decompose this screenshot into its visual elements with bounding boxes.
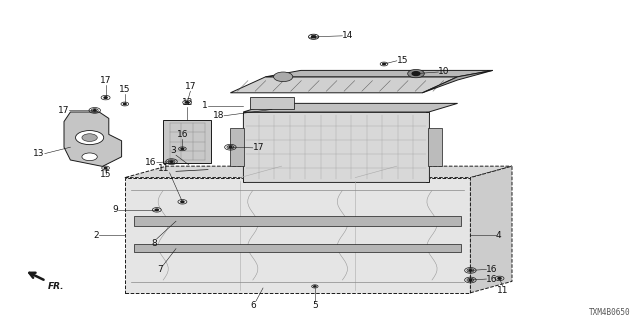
Circle shape — [469, 270, 472, 271]
Circle shape — [104, 97, 107, 98]
Circle shape — [498, 278, 501, 279]
Circle shape — [93, 110, 96, 111]
Text: 16: 16 — [486, 265, 498, 274]
Bar — [428, 128, 442, 166]
Text: 4: 4 — [496, 231, 502, 240]
Polygon shape — [64, 112, 122, 166]
Text: 11: 11 — [497, 286, 508, 295]
Text: 13: 13 — [33, 149, 45, 158]
Polygon shape — [134, 216, 461, 226]
Text: 3: 3 — [170, 146, 176, 155]
Text: 2: 2 — [93, 231, 99, 240]
Text: 15: 15 — [119, 85, 131, 94]
Circle shape — [124, 103, 126, 105]
Circle shape — [82, 134, 97, 141]
Circle shape — [156, 209, 158, 211]
Text: 16: 16 — [177, 130, 188, 139]
Text: 16: 16 — [145, 158, 157, 167]
Circle shape — [314, 286, 316, 287]
Text: 9: 9 — [113, 205, 118, 214]
Circle shape — [170, 161, 173, 162]
Text: 6: 6 — [250, 301, 256, 310]
Circle shape — [186, 102, 189, 103]
Circle shape — [181, 201, 184, 203]
Text: 18: 18 — [212, 111, 224, 120]
Text: 15: 15 — [100, 170, 111, 179]
Text: TXM4B0650: TXM4B0650 — [589, 308, 630, 317]
Polygon shape — [243, 112, 429, 182]
Text: 5: 5 — [312, 301, 317, 310]
Circle shape — [312, 36, 316, 38]
Polygon shape — [266, 70, 493, 77]
Text: 17: 17 — [58, 106, 69, 115]
Bar — [230, 128, 244, 166]
Circle shape — [181, 148, 184, 149]
Text: 17: 17 — [100, 76, 111, 85]
Polygon shape — [470, 166, 512, 293]
Bar — [250, 97, 294, 109]
Text: 10: 10 — [438, 68, 450, 76]
Text: 17: 17 — [185, 82, 196, 91]
Circle shape — [408, 69, 424, 78]
Polygon shape — [243, 103, 458, 112]
Text: 12: 12 — [182, 98, 193, 107]
Circle shape — [104, 167, 107, 169]
Text: 8: 8 — [151, 239, 157, 248]
Polygon shape — [134, 244, 461, 252]
Text: 15: 15 — [397, 56, 408, 65]
Circle shape — [412, 72, 420, 76]
Text: 1: 1 — [202, 101, 208, 110]
Text: 11: 11 — [158, 164, 170, 173]
Circle shape — [229, 147, 232, 148]
Circle shape — [82, 153, 97, 161]
Polygon shape — [422, 70, 493, 93]
Circle shape — [469, 279, 472, 281]
Text: 14: 14 — [342, 31, 354, 40]
Circle shape — [383, 63, 385, 65]
Polygon shape — [230, 77, 458, 93]
Circle shape — [274, 72, 293, 82]
Bar — [163, 120, 211, 163]
Text: 17: 17 — [253, 143, 264, 152]
Text: FR.: FR. — [48, 282, 65, 291]
Text: 7: 7 — [157, 265, 163, 274]
Circle shape — [76, 131, 104, 145]
Polygon shape — [125, 166, 512, 178]
Text: 16: 16 — [486, 275, 498, 284]
Polygon shape — [125, 178, 470, 293]
